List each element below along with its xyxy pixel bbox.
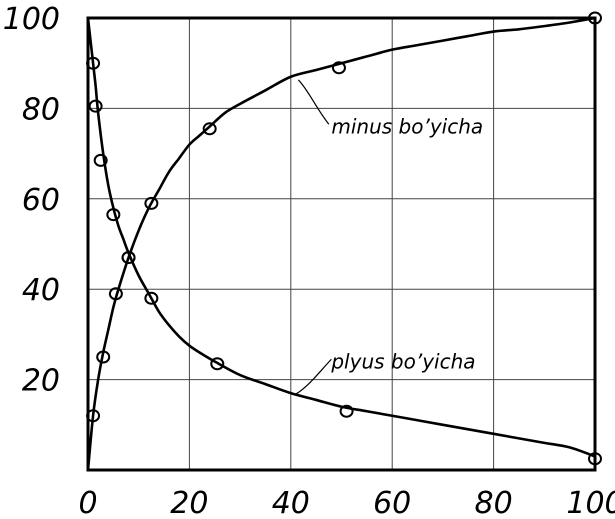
x-tick-label: 40 bbox=[272, 486, 310, 519]
x-tick-label: 20 bbox=[170, 486, 208, 519]
data-point-minus bbox=[331, 61, 346, 75]
x-tick-label: 100 bbox=[566, 486, 615, 519]
data-point-plyus bbox=[339, 404, 354, 418]
y-tick-label: 100 bbox=[3, 2, 60, 37]
annotation-minus: minus bo’yicha bbox=[331, 114, 483, 138]
annotation-leader-plyus bbox=[295, 358, 332, 395]
x-tick-labels: 0 20 40 60 80 100 bbox=[78, 486, 615, 519]
y-tick-label: 60 bbox=[22, 183, 60, 218]
data-point-minus bbox=[144, 196, 159, 210]
data-point-minus bbox=[96, 350, 111, 364]
data-point-plyus bbox=[121, 251, 136, 265]
x-tick-label: 80 bbox=[475, 486, 513, 519]
x-tick-label: 60 bbox=[373, 486, 411, 519]
x-tick-label: 0 bbox=[78, 486, 97, 519]
series-line-plyus bbox=[86, 17, 596, 458]
y-tick-label: 80 bbox=[22, 92, 60, 127]
data-point-plyus bbox=[88, 99, 103, 113]
curves bbox=[86, 16, 596, 471]
annotation-plyus: plyus bo’yicha bbox=[330, 350, 475, 374]
annotations: minus bo’yicha plyus bo’yicha bbox=[330, 114, 483, 373]
data-point-plyus bbox=[93, 153, 108, 167]
y-tick-labels: 20 40 60 80 100 bbox=[3, 2, 60, 399]
grid bbox=[88, 18, 595, 470]
plot-frame bbox=[86, 16, 597, 472]
y-tick-label: 20 bbox=[22, 364, 60, 399]
annotation-leader-minus bbox=[297, 79, 330, 125]
data-point-minus bbox=[108, 287, 123, 301]
data-point-plyus bbox=[106, 208, 121, 222]
data-point-plyus bbox=[210, 357, 225, 371]
annotation-leaders bbox=[295, 79, 332, 395]
data-point-plyus bbox=[144, 291, 159, 305]
y-tick-label: 40 bbox=[22, 273, 60, 308]
series-line-minus bbox=[86, 16, 596, 471]
data-points bbox=[86, 11, 602, 466]
data-point-minus bbox=[202, 122, 217, 136]
